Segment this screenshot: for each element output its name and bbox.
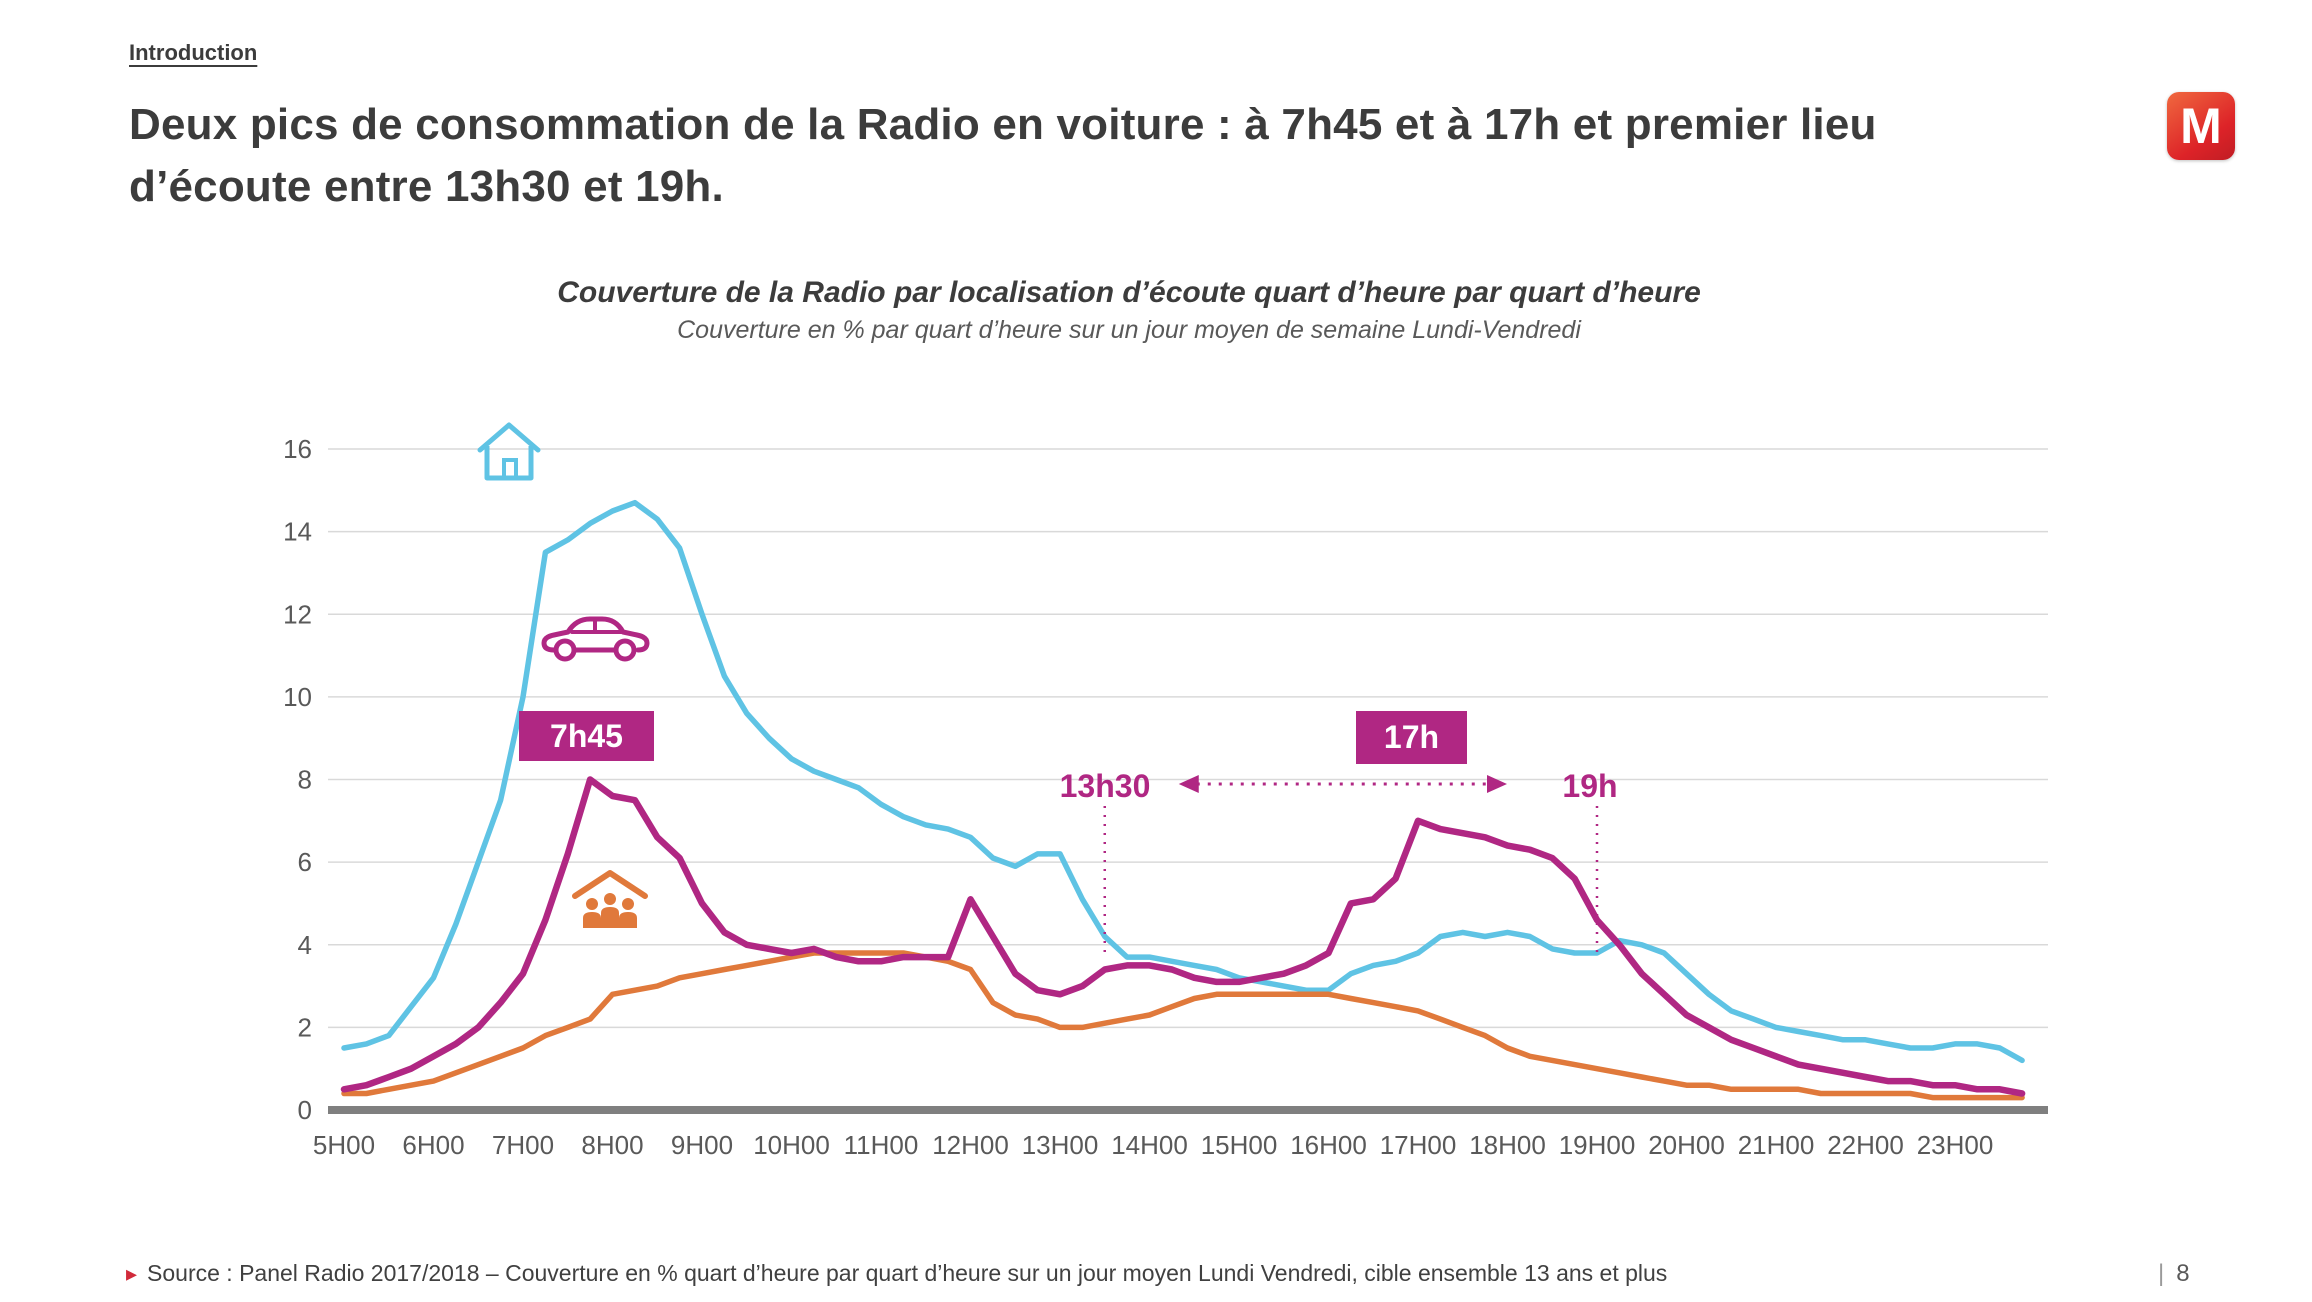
series-autres-lieux <box>341 950 2025 1101</box>
x-tick-label: 15H00 <box>1201 1130 1278 1160</box>
car-icon <box>538 604 653 669</box>
page-title: Deux pics de consommation de la Radio en… <box>129 100 1877 212</box>
x-tick-label: 10H00 <box>753 1130 830 1160</box>
x-tick-label: 11H00 <box>844 1130 919 1160</box>
arrow-left-head-icon <box>1178 775 1199 793</box>
x-tick-label: 23H00 <box>1917 1130 1994 1160</box>
y-tick-label: 2 <box>298 1012 312 1042</box>
y-tick-label: 16 <box>283 434 312 464</box>
series-domicile <box>341 499 2025 1064</box>
x-tick-label: 7H00 <box>492 1130 554 1160</box>
evening-peak-badge: 17h <box>1356 711 1467 764</box>
source-bullet-icon: ▸ <box>126 1260 138 1286</box>
chart-title: Couverture de la Radio par localisation … <box>557 276 1701 309</box>
section-label: Introduction <box>129 40 258 65</box>
x-tick-label: 18H00 <box>1469 1130 1546 1160</box>
x-tick-label: 9H00 <box>671 1130 733 1160</box>
x-tick-label: 5H00 <box>313 1130 375 1160</box>
y-tick-label: 8 <box>298 765 312 795</box>
y-tick-label: 6 <box>298 847 312 877</box>
x-tick-label: 16H00 <box>1290 1130 1367 1160</box>
x-tick-label: 8H00 <box>581 1130 643 1160</box>
arrow-right-head-icon <box>1487 775 1507 793</box>
x-tick-label: 19H00 <box>1559 1130 1636 1160</box>
x-tick-label: 22H00 <box>1827 1130 1904 1160</box>
mediametrie-logo: M <box>2167 92 2235 160</box>
range-end-label: 19h <box>1562 768 1618 804</box>
y-tick-label: 12 <box>283 599 312 629</box>
house-icon <box>474 418 544 489</box>
y-tick-label: 14 <box>283 517 312 547</box>
logo-letter: M <box>2180 98 2222 154</box>
x-tick-label: 20H00 <box>1648 1130 1725 1160</box>
chart-subtitle: Couverture en % par quart d’heure sur un… <box>677 316 1581 344</box>
range-start-label: 13h30 <box>1059 768 1151 804</box>
morning-peak-badge: 7h45 <box>519 711 654 761</box>
x-tick-label: 17H00 <box>1380 1130 1457 1160</box>
source-text: Source : Panel Radio 2017/2018 – Couvert… <box>147 1260 1668 1286</box>
series-voiture <box>340 776 2026 1097</box>
y-tick-label: 0 <box>298 1095 312 1125</box>
page-number-value: 8 <box>2176 1260 2190 1287</box>
page-number-separator: | <box>2158 1260 2165 1287</box>
x-tick-label: 6H00 <box>402 1130 464 1160</box>
x-tick-label: 14H00 <box>1111 1130 1188 1160</box>
y-tick-label: 4 <box>298 930 312 960</box>
x-tick-label: 13H00 <box>1022 1130 1099 1160</box>
x-tick-label: 21H00 <box>1738 1130 1815 1160</box>
y-tick-label: 10 <box>283 682 312 712</box>
people-under-roof-icon <box>570 866 650 935</box>
page-number: | 8 <box>2158 1260 2190 1288</box>
source-note: ▸ Source : Panel Radio 2017/2018 – Couve… <box>126 1260 1667 1287</box>
x-tick-label: 12H00 <box>932 1130 1009 1160</box>
